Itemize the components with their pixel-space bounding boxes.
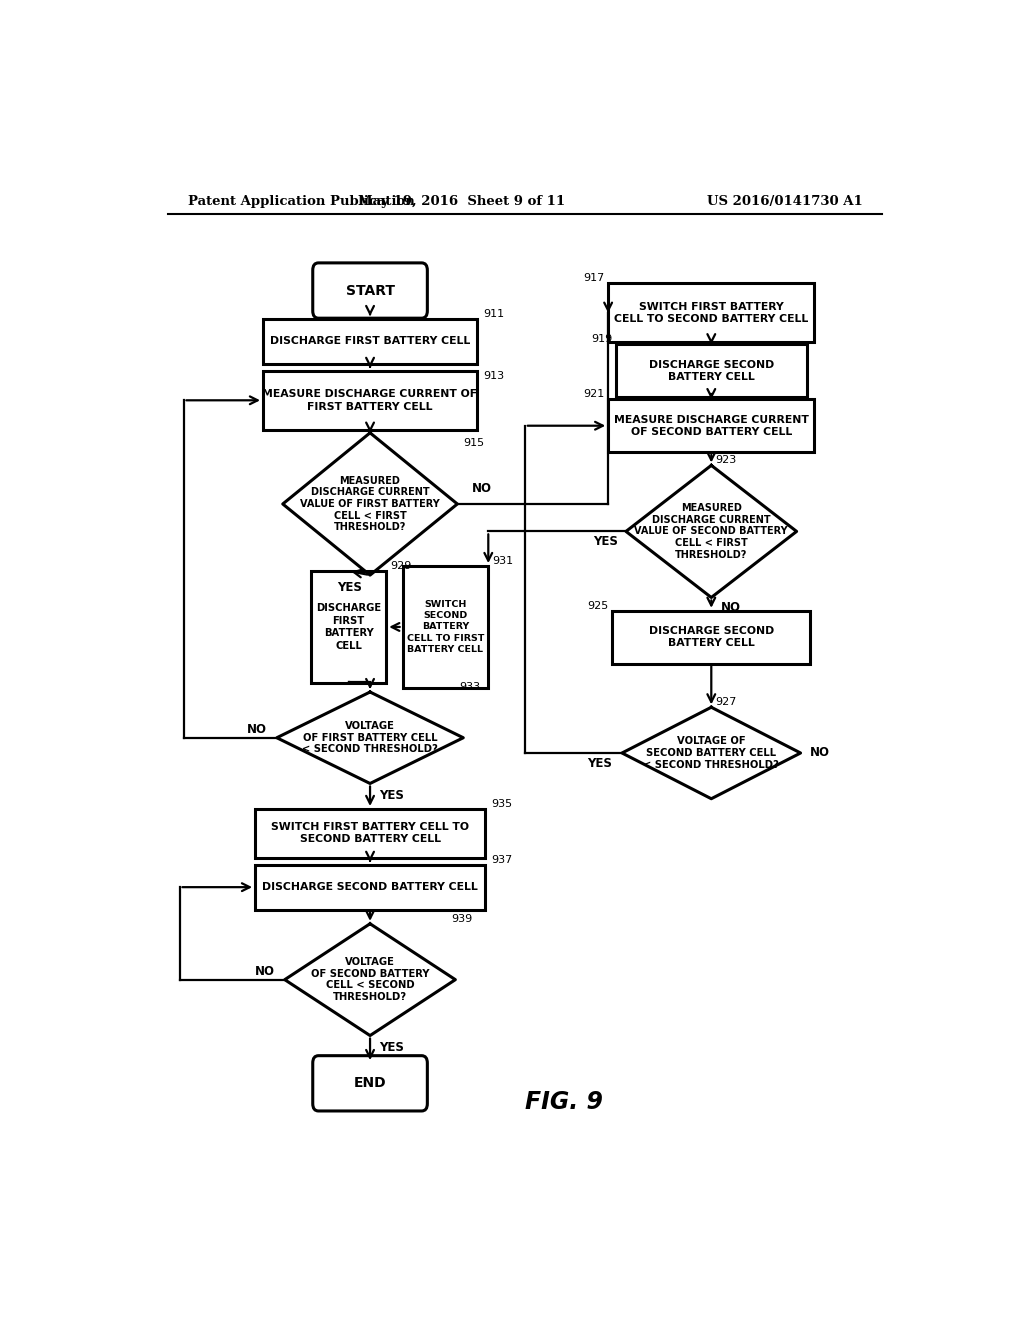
- Text: YES: YES: [380, 789, 404, 803]
- Text: YES: YES: [380, 1041, 404, 1055]
- Bar: [255, 865, 485, 909]
- Text: Patent Application Publication: Patent Application Publication: [187, 194, 415, 207]
- Bar: [263, 371, 477, 430]
- Text: VOLTAGE OF
SECOND BATTERY CELL
< SECOND THRESHOLD?: VOLTAGE OF SECOND BATTERY CELL < SECOND …: [643, 737, 779, 770]
- Bar: [402, 566, 488, 688]
- Text: 919: 919: [591, 334, 612, 345]
- Text: VOLTAGE
OF FIRST BATTERY CELL
< SECOND THRESHOLD?: VOLTAGE OF FIRST BATTERY CELL < SECOND T…: [302, 721, 438, 754]
- Bar: [255, 809, 485, 858]
- Text: YES: YES: [593, 535, 618, 548]
- Text: END: END: [353, 1076, 386, 1090]
- Text: US 2016/0141730 A1: US 2016/0141730 A1: [708, 194, 863, 207]
- Text: 917: 917: [583, 273, 604, 284]
- Text: 915: 915: [464, 438, 484, 447]
- Bar: [612, 611, 811, 664]
- Bar: [608, 399, 814, 453]
- Text: YES: YES: [337, 581, 362, 594]
- Text: SWITCH
SECOND
BATTERY
CELL TO FIRST
BATTERY CELL: SWITCH SECOND BATTERY CELL TO FIRST BATT…: [407, 601, 484, 653]
- Text: NO: NO: [721, 601, 740, 614]
- Text: FIG. 9: FIG. 9: [524, 1089, 603, 1114]
- Bar: [311, 572, 386, 682]
- Text: 911: 911: [483, 309, 505, 319]
- Bar: [616, 345, 807, 397]
- Text: 931: 931: [493, 556, 513, 566]
- Text: 939: 939: [452, 913, 473, 924]
- Text: 929: 929: [390, 561, 412, 572]
- Text: DISCHARGE FIRST BATTERY CELL: DISCHARGE FIRST BATTERY CELL: [270, 337, 470, 346]
- Text: 921: 921: [583, 389, 604, 399]
- Text: DISCHARGE SECOND
BATTERY CELL: DISCHARGE SECOND BATTERY CELL: [648, 359, 774, 381]
- Text: 935: 935: [492, 799, 513, 809]
- Text: MEASURE DISCHARGE CURRENT OF
FIRST BATTERY CELL: MEASURE DISCHARGE CURRENT OF FIRST BATTE…: [262, 389, 477, 412]
- Text: DISCHARGE SECOND BATTERY CELL: DISCHARGE SECOND BATTERY CELL: [262, 882, 478, 892]
- Text: 925: 925: [587, 601, 608, 611]
- Text: MEASURED
DISCHARGE CURRENT
VALUE OF FIRST BATTERY
CELL < FIRST
THRESHOLD?: MEASURED DISCHARGE CURRENT VALUE OF FIRS…: [300, 475, 440, 532]
- Text: 923: 923: [715, 455, 736, 466]
- Text: NO: NO: [247, 723, 267, 737]
- Bar: [263, 319, 477, 364]
- Text: SWITCH FIRST BATTERY CELL TO
SECOND BATTERY CELL: SWITCH FIRST BATTERY CELL TO SECOND BATT…: [271, 822, 469, 845]
- Text: YES: YES: [588, 756, 612, 770]
- Text: START: START: [345, 284, 394, 297]
- Text: 933: 933: [460, 682, 480, 692]
- Text: DISCHARGE SECOND
BATTERY CELL: DISCHARGE SECOND BATTERY CELL: [648, 626, 774, 648]
- Text: NO: NO: [472, 482, 492, 495]
- Text: 937: 937: [492, 855, 513, 865]
- Text: DISCHARGE
FIRST
BATTERY
CELL: DISCHARGE FIRST BATTERY CELL: [316, 603, 381, 651]
- Text: 927: 927: [715, 697, 736, 708]
- Text: VOLTAGE
OF SECOND BATTERY
CELL < SECOND
THRESHOLD?: VOLTAGE OF SECOND BATTERY CELL < SECOND …: [311, 957, 429, 1002]
- Text: MEASURED
DISCHARGE CURRENT
VALUE OF SECOND BATTERY
CELL < FIRST
THRESHOLD?: MEASURED DISCHARGE CURRENT VALUE OF SECO…: [635, 503, 788, 560]
- Text: 913: 913: [483, 371, 505, 381]
- Text: NO: NO: [810, 747, 830, 759]
- Text: MEASURE DISCHARGE CURRENT
OF SECOND BATTERY CELL: MEASURE DISCHARGE CURRENT OF SECOND BATT…: [613, 414, 809, 437]
- Text: NO: NO: [255, 965, 275, 978]
- Text: May 19, 2016  Sheet 9 of 11: May 19, 2016 Sheet 9 of 11: [357, 194, 565, 207]
- Bar: [608, 284, 814, 342]
- Text: SWITCH FIRST BATTERY
CELL TO SECOND BATTERY CELL: SWITCH FIRST BATTERY CELL TO SECOND BATT…: [614, 302, 808, 325]
